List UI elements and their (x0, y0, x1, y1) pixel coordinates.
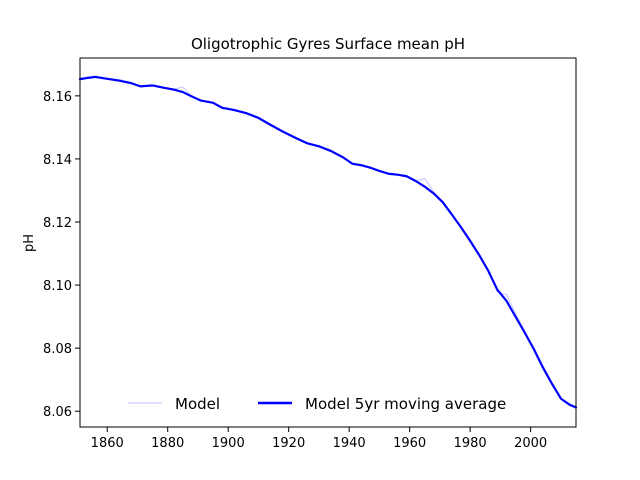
y-tick-label: 8.12 (43, 216, 72, 231)
y-tick-label: 8.16 (43, 90, 72, 105)
chart-title: Oligotrophic Gyres Surface mean pH (191, 35, 465, 53)
x-tick-label: 2000 (514, 436, 547, 451)
x-tick-label: 1980 (454, 436, 487, 451)
series-layer (78, 75, 578, 409)
x-axis: 1860 1880 1900 1920 1940 1960 1980 2000 (91, 427, 547, 451)
x-tick-label: 1960 (393, 436, 426, 451)
y-axis-label: pH (22, 234, 37, 252)
x-tick-label: 1880 (151, 436, 184, 451)
legend-label-moving-average: Model 5yr moving average (305, 395, 506, 413)
series-line-model (79, 75, 577, 409)
y-tick-label: 8.14 (43, 153, 72, 168)
y-tick-label: 8.06 (43, 405, 72, 420)
legend-label-model: Model (175, 395, 220, 413)
legend: Model Model 5yr moving average (128, 395, 506, 413)
x-tick-label: 1900 (212, 436, 245, 451)
series-line-moving-average (78, 75, 578, 409)
x-tick-label: 1920 (272, 436, 305, 451)
x-tick-label: 1860 (91, 436, 124, 451)
y-tick-label: 8.10 (43, 279, 72, 294)
x-tick-label: 1940 (333, 436, 366, 451)
plot-frame (79, 57, 577, 428)
y-axis: 8.06 8.08 8.10 8.12 8.14 8.16 (43, 90, 80, 420)
y-tick-label: 8.08 (43, 342, 72, 357)
